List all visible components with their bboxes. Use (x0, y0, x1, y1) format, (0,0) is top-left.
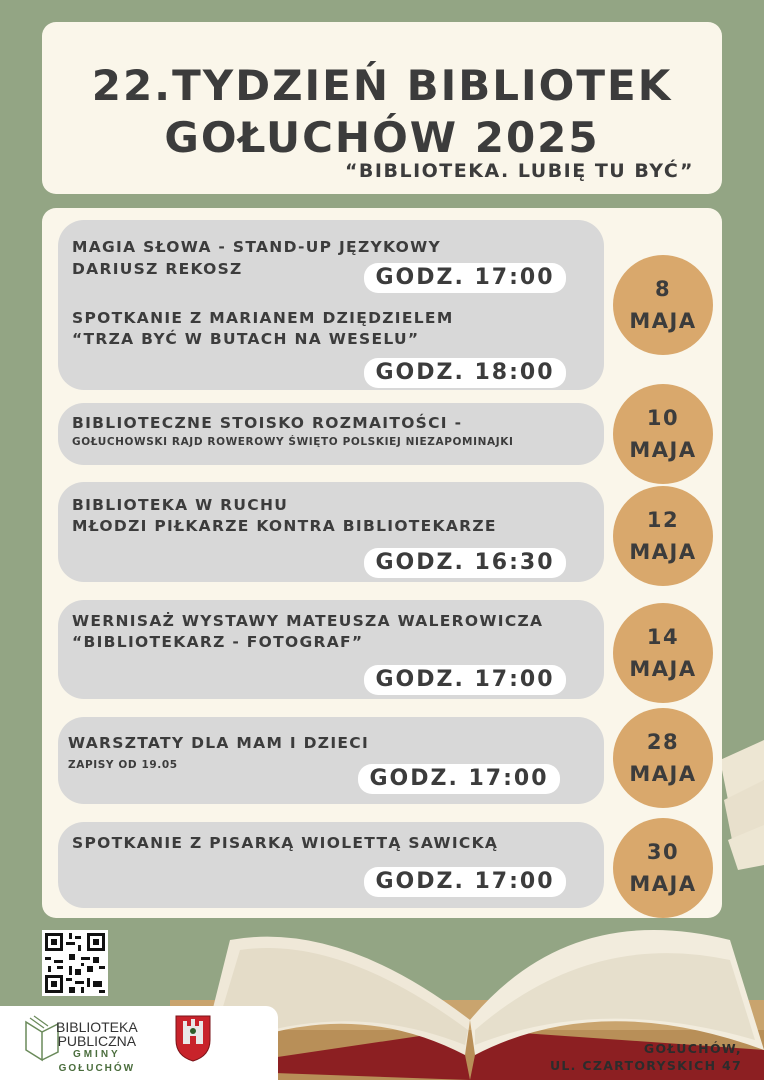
event-1-line-2: DARIUSZ REKOSZ (72, 260, 243, 278)
library-name-line-2: PUBLICZNA (57, 1033, 137, 1049)
book-logo-icon (25, 1015, 59, 1062)
page-title: 22.TYDZIEŃ BIBLIOTEK GOŁUCHÓW 2025 (42, 60, 722, 164)
title-line-2: GOŁUCHÓW 2025 (164, 113, 600, 162)
event-box-6: SPOTKANIE Z PISARKĄ WIOLETTĄ SAWICKĄ GOD… (58, 822, 604, 908)
event-5-time: GODZ. 17:00 (358, 764, 560, 794)
event-1-line-3: SPOTKANIE Z MARIANEM DZIĘDZIELEM (72, 309, 454, 327)
header-box: 22.TYDZIEŃ BIBLIOTEK GOŁUCHÓW 2025 “BIBL… (42, 22, 722, 194)
event-3-date: 12 MAJA (613, 486, 713, 586)
event-5-small: ZAPISY OD 19.05 (68, 759, 178, 771)
address: GOŁUCHÓW, UL. CZARTORYSKICH 47 (550, 1040, 742, 1074)
event-2-date: 10 MAJA (613, 384, 713, 484)
loose-pages-image (720, 740, 764, 870)
event-4-date: 14 MAJA (613, 603, 713, 703)
event-box-2: BIBLIOTECZNE STOISKO ROZMAITOŚCI - GOŁUC… (58, 403, 604, 465)
event-box-4: WERNISAŻ WYSTAWY MATEUSZA WALEROWICZA “B… (58, 600, 604, 699)
library-name-line-1: BIBLIOTEKA (56, 1019, 138, 1035)
event-1-time-2: GODZ. 18:00 (364, 358, 566, 388)
event-2-line-1: BIBLIOTECZNE STOISKO ROZMAITOŚCI - (72, 414, 463, 432)
event-1-date-month: MAJA (629, 309, 697, 333)
event-3-time: GODZ. 16:30 (364, 548, 566, 578)
event-4-time: GODZ. 17:00 (364, 665, 566, 695)
address-line-2: UL. CZARTORYSKICH 47 (549, 1058, 742, 1073)
event-2-small: GOŁUCHOWSKI RAJD ROWEROWY ŚWIĘTO POLSKIE… (72, 436, 514, 448)
event-2-date-month: MAJA (629, 438, 697, 462)
event-3-date-day: 12 (646, 508, 680, 532)
event-3-line-2: MŁODZI PIŁKARZE KONTRA BIBLIOTEKARZE (72, 517, 497, 535)
event-box-5: WARSZTATY DLA MAM I DZIECI ZAPISY OD 19.… (58, 717, 604, 804)
library-name-line-4: GOŁUCHÓW (58, 1063, 136, 1074)
library-name: BIBLIOTEKA PUBLICZNA GMINY GOŁUCHÓW (56, 1020, 138, 1076)
subtitle: “BIBLIOTEKA. LUBIĘ TU BYĆ” (344, 160, 694, 182)
event-box-1: MAGIA SŁOWA - STAND-UP JĘZYKOWY DARIUSZ … (58, 220, 604, 390)
event-6-date-month: MAJA (629, 872, 697, 896)
event-1-line-1: MAGIA SŁOWA - STAND-UP JĘZYKOWY (72, 238, 442, 256)
event-6-line-1: SPOTKANIE Z PISARKĄ WIOLETTĄ SAWICKĄ (72, 834, 499, 852)
library-name-line-3: GMINY (72, 1049, 121, 1060)
event-4-date-day: 14 (646, 625, 680, 649)
event-1-date: 8 MAJA (613, 255, 713, 355)
library-logo-box: BIBLIOTEKA PUBLICZNA GMINY GOŁUCHÓW (0, 1006, 278, 1080)
address-line-1: GOŁUCHÓW, (643, 1041, 742, 1056)
event-6-time: GODZ. 17:00 (364, 867, 566, 897)
event-2-date-day: 10 (646, 406, 680, 430)
event-3-date-month: MAJA (629, 540, 697, 564)
open-book-image (170, 930, 764, 1080)
event-1-line-4: “TRZA BYĆ W BUTACH NA WESELU” (72, 330, 420, 348)
event-5-date-day: 28 (646, 730, 680, 754)
event-1-time-1: GODZ. 17:00 (364, 263, 566, 293)
event-4-line-2: “BIBLIOTEKARZ - FOTOGRAF” (72, 633, 364, 651)
event-4-line-1: WERNISAŻ WYSTAWY MATEUSZA WALEROWICZA (72, 612, 544, 630)
event-box-3: BIBLIOTEKA W RUCHU MŁODZI PIŁKARZE KONTR… (58, 482, 604, 582)
event-4-date-month: MAJA (629, 657, 697, 681)
qr-code-icon[interactable] (42, 930, 108, 996)
event-5-date: 28 MAJA (613, 708, 713, 808)
coat-of-arms-icon (175, 1015, 211, 1062)
title-line-1: 22.TYDZIEŃ BIBLIOTEK (91, 61, 673, 110)
event-6-date: 30 MAJA (613, 818, 713, 918)
event-5-line-1: WARSZTATY DLA MAM I DZIECI (68, 734, 370, 752)
event-5-date-month: MAJA (629, 762, 697, 786)
event-3-line-1: BIBLIOTEKA W RUCHU (72, 496, 289, 514)
event-6-date-day: 30 (646, 840, 680, 864)
event-1-date-day: 8 (654, 277, 672, 301)
